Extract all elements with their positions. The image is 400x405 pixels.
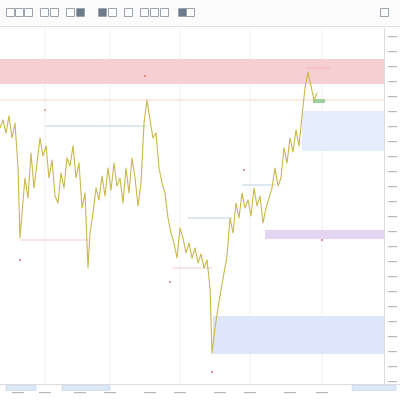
price-tick-label [388, 366, 397, 368]
price-tick-label [388, 306, 397, 308]
date-range-pill[interactable] [61, 385, 111, 391]
crosshair-icon[interactable] [15, 8, 24, 17]
text-icon[interactable] [76, 8, 85, 17]
price-tick-label [388, 246, 397, 248]
price-tick-label [388, 231, 397, 233]
price-tick-label [388, 336, 397, 338]
price-tick-label [388, 201, 397, 203]
price-tick-label [388, 141, 397, 143]
label-chip[interactable] [313, 99, 325, 103]
price-tick-label [388, 36, 397, 38]
zoom-icon[interactable] [124, 8, 133, 17]
time-tick-label [104, 392, 116, 394]
price-tick-label [388, 381, 397, 383]
time-tick-label [39, 392, 51, 394]
marker-dot [243, 169, 245, 171]
resistance-zone[interactable] [0, 59, 384, 84]
marker-dot [169, 281, 171, 283]
drawing-toolbar [0, 0, 400, 27]
rect-icon[interactable] [50, 8, 59, 17]
marker-dot [144, 75, 146, 77]
time-tick-label [74, 392, 86, 394]
time-axis[interactable] [0, 384, 400, 401]
line-icon[interactable] [24, 8, 33, 17]
price-tick-label [388, 216, 397, 218]
brush-icon[interactable] [98, 8, 107, 17]
marker-dot [321, 239, 323, 241]
time-tick-label [144, 392, 156, 394]
price-tick-label [388, 156, 397, 158]
magnet-icon[interactable] [140, 8, 149, 17]
time-tick-label [284, 392, 296, 394]
price-tick-label [388, 321, 397, 323]
price-tick-label [388, 351, 397, 353]
price-tick-label [388, 96, 397, 98]
marker-dot [211, 371, 213, 373]
price-tick-label [388, 66, 397, 68]
price-tick-label [388, 171, 397, 173]
price-tick-label [388, 276, 397, 278]
price-tick-label [388, 51, 397, 53]
lock-icon[interactable] [150, 8, 159, 17]
price-tick-label [388, 126, 397, 128]
demand-zone-upper[interactable] [302, 111, 384, 151]
date-range-pill[interactable] [5, 385, 37, 391]
chart-area[interactable] [0, 28, 384, 388]
chart-canvas[interactable] [0, 28, 384, 388]
price-tick-label [388, 111, 397, 113]
settings-icon[interactable] [380, 8, 389, 17]
marker-dot [44, 109, 46, 111]
price-tick-label [388, 291, 397, 293]
pointer-icon[interactable] [6, 8, 15, 17]
marker-dot [19, 259, 21, 261]
time-tick-label [244, 392, 256, 394]
price-tick-label [388, 81, 397, 83]
price-series-line [0, 71, 318, 354]
price-tick-label [388, 186, 397, 188]
price-axis[interactable] [384, 28, 400, 388]
ray-icon[interactable] [40, 8, 49, 17]
level-zone[interactable] [265, 230, 384, 239]
time-tick-label [316, 392, 328, 394]
fib-icon[interactable] [66, 8, 75, 17]
eye-icon[interactable] [160, 8, 169, 17]
measure-icon[interactable] [108, 8, 117, 17]
demand-zone-lower[interactable] [213, 316, 384, 354]
layers-icon[interactable] [186, 8, 195, 17]
price-tick-label [388, 261, 397, 263]
date-range-pill[interactable] [351, 385, 397, 391]
time-tick-label [214, 392, 226, 394]
time-tick-label [174, 392, 186, 394]
time-tick-label [12, 392, 24, 394]
